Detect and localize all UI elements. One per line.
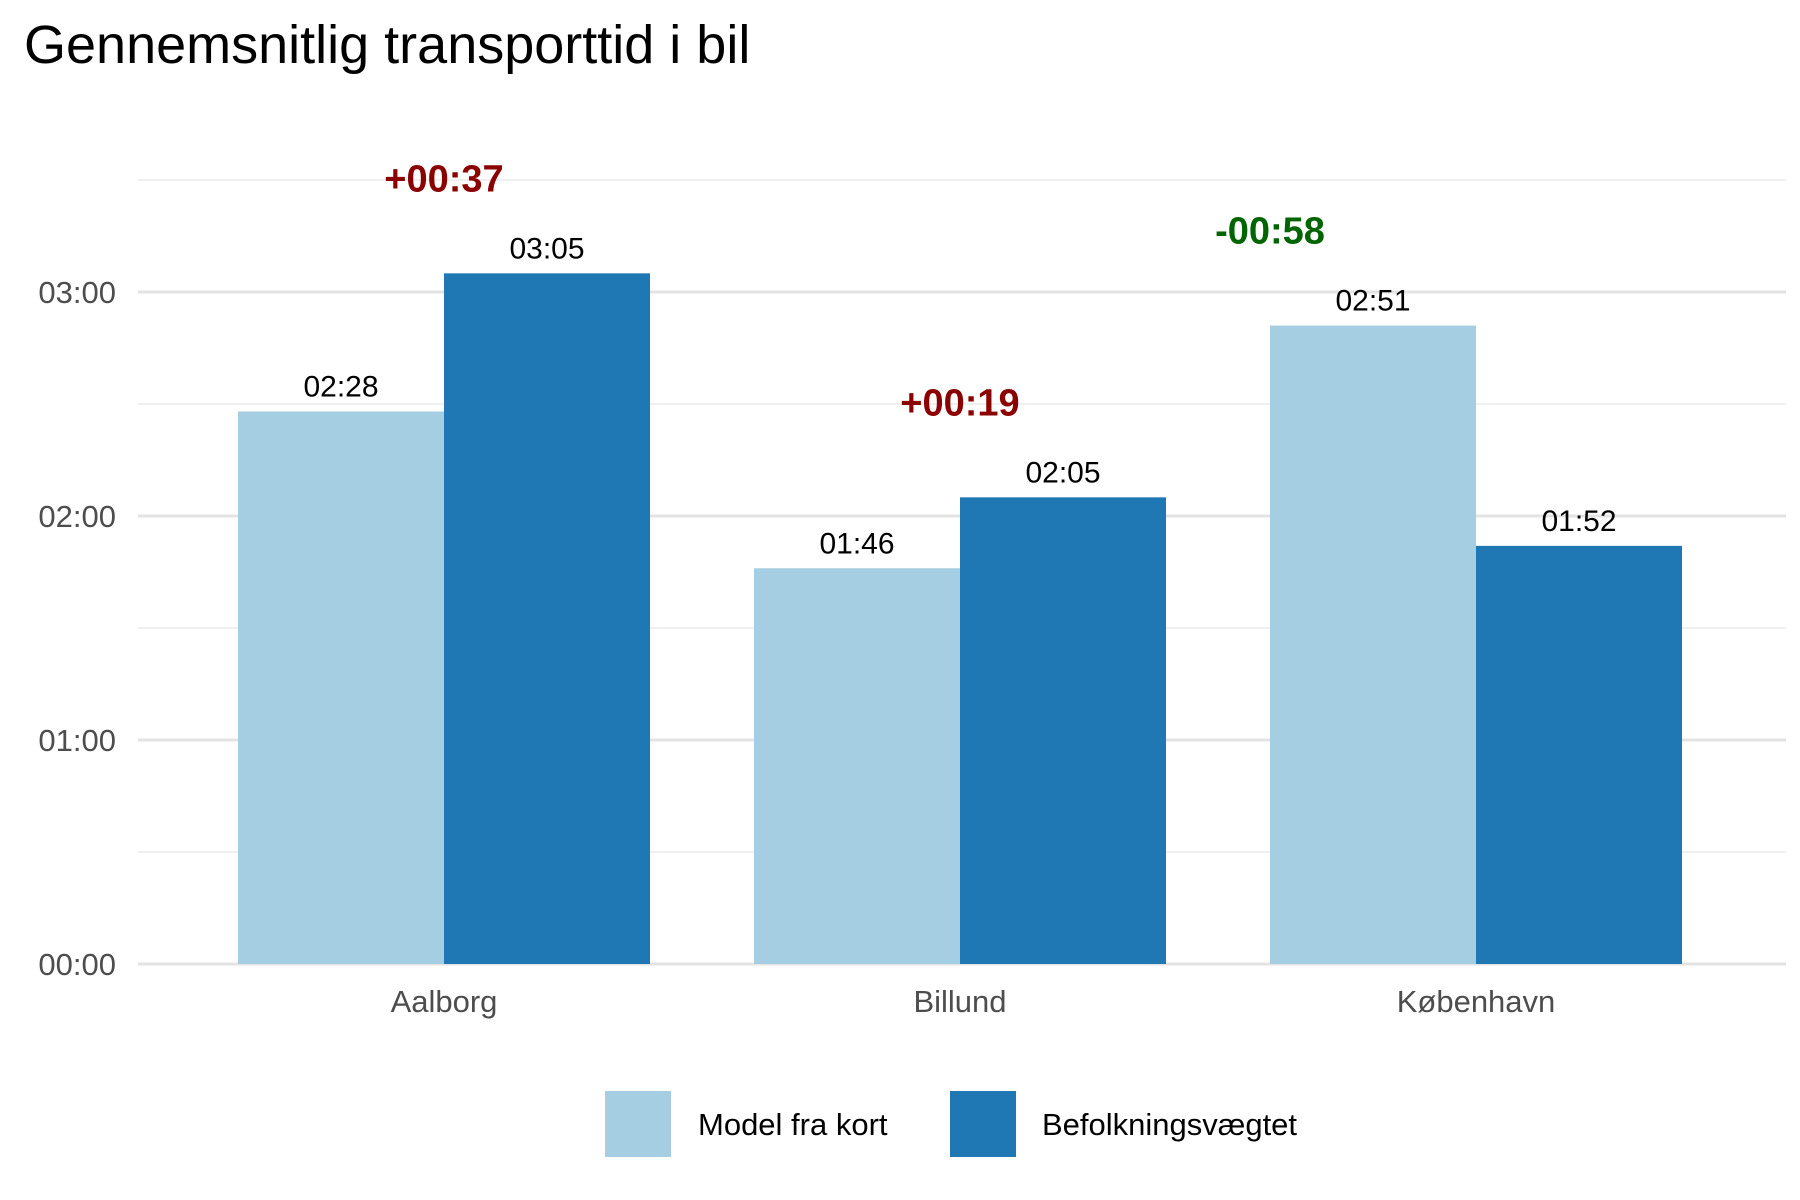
legend-label: Befolkningsvægtet <box>1042 1107 1297 1142</box>
bars <box>238 273 1682 965</box>
x-tick-label: Billund <box>913 984 1006 1019</box>
legend: Model fra kort Befolkningsvægtet <box>605 1091 1297 1157</box>
y-tick-label: 03:00 <box>38 275 116 310</box>
bar-billund-series-1 <box>754 568 960 964</box>
bar-value-label: 02:51 <box>1335 285 1410 318</box>
bar-københavn-series-1 <box>1270 325 1476 965</box>
difference-label: +00:19 <box>900 382 1019 424</box>
legend-swatch <box>605 1091 671 1157</box>
bar-aalborg-series-1 <box>238 411 444 964</box>
bar-aalborg-series-2 <box>444 273 650 964</box>
bar-billund-series-2 <box>960 497 1166 964</box>
chart-title: Gennemsnitlig transporttid i bil <box>24 15 751 75</box>
x-tick-label: Aalborg <box>391 984 498 1019</box>
legend-label: Model fra kort <box>698 1107 888 1142</box>
bar-value-label: 01:46 <box>819 527 894 560</box>
legend-swatch <box>950 1091 1016 1157</box>
bar-københavn-series-2 <box>1476 545 1682 964</box>
x-tick-label: København <box>1397 984 1556 1019</box>
bar-value-label: 02:28 <box>303 370 378 403</box>
bar-value-label: 03:05 <box>509 232 584 265</box>
difference-label: +00:37 <box>384 158 503 200</box>
y-tick-label: 00:00 <box>38 947 116 982</box>
bar-value-label: 01:52 <box>1541 505 1616 538</box>
difference-label: -00:58 <box>1215 211 1325 253</box>
y-tick-label: 02:00 <box>38 499 116 534</box>
bar-value-label: 02:05 <box>1025 456 1100 489</box>
y-tick-label: 01:00 <box>38 723 116 758</box>
labels: 00:00 01:00 02:00 03:00 02:28 03:05+00:37 Aalb… <box>38 158 1616 1019</box>
